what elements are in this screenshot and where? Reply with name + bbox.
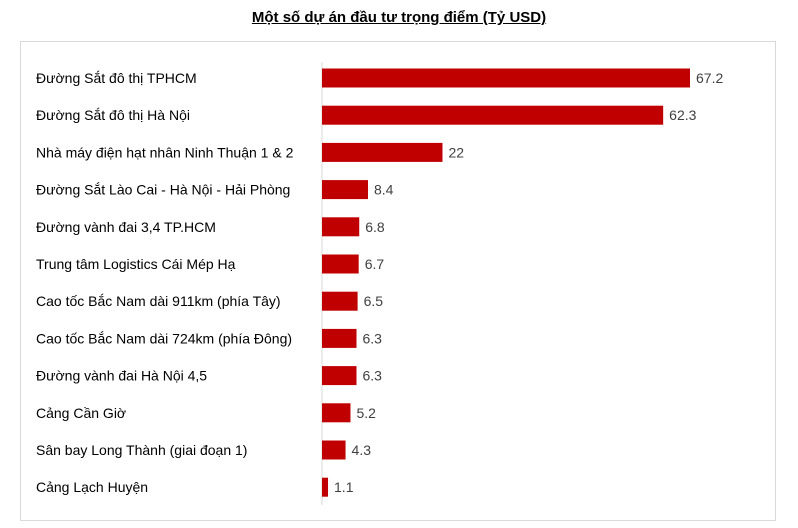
category-label: Đường Sắt đô thị Hà Nội <box>36 107 190 123</box>
bar <box>322 403 351 423</box>
value-label: 22 <box>448 144 464 160</box>
bars-group: Đường Sắt đô thị TPHCM 67.2 Đường Sắt đô t… <box>36 68 723 497</box>
bar <box>322 440 346 460</box>
value-label: 6.3 <box>363 368 383 384</box>
category-label: Cảng Cần Giờ <box>36 405 126 421</box>
bar <box>322 68 690 88</box>
bar <box>322 291 358 311</box>
chart-title: Một số dự án đầu tư trọng điểm (Tỷ USD) <box>251 9 547 26</box>
category-label: Cao tốc Bắc Nam dài 911km (phía Tây) <box>36 293 281 309</box>
bar <box>322 217 360 237</box>
bar <box>322 180 368 200</box>
bar <box>322 477 329 497</box>
value-label: 6.3 <box>363 330 383 346</box>
category-label: Cao tốc Bắc Nam dài 724km (phía Đông) <box>36 330 292 346</box>
category-label: Trung tâm Logistics Cái Mép Hạ <box>36 256 236 272</box>
bar <box>322 366 357 386</box>
bar <box>322 328 357 348</box>
category-label: Đường Sắt Lào Cai - Hà Nội - Hải Phòng <box>36 182 290 198</box>
value-label: 6.5 <box>364 293 384 309</box>
bar <box>322 105 664 125</box>
value-label: 6.8 <box>365 219 385 235</box>
value-label: 62.3 <box>669 107 696 123</box>
value-label: 4.3 <box>352 442 372 458</box>
category-label: Nhà máy điện hạt nhân Ninh Thuận 1 & 2 <box>36 144 294 160</box>
value-label: 1.1 <box>334 479 354 495</box>
value-label: 5.2 <box>356 405 376 421</box>
value-label: 6.7 <box>365 256 385 272</box>
value-label: 67.2 <box>696 70 723 86</box>
category-label: Cảng Lạch Huyện <box>36 479 148 495</box>
category-label: Sân bay Long Thành (giai đoạn 1) <box>36 442 247 458</box>
value-label: 8.4 <box>374 182 394 198</box>
bar <box>322 142 443 162</box>
category-label: Đường vành đai 3,4 TP.HCM <box>36 219 216 235</box>
category-label: Đường Sắt đô thị TPHCM <box>36 70 197 86</box>
category-label: Đường vành đai Hà Nội 4,5 <box>36 368 207 384</box>
bar <box>322 254 359 274</box>
